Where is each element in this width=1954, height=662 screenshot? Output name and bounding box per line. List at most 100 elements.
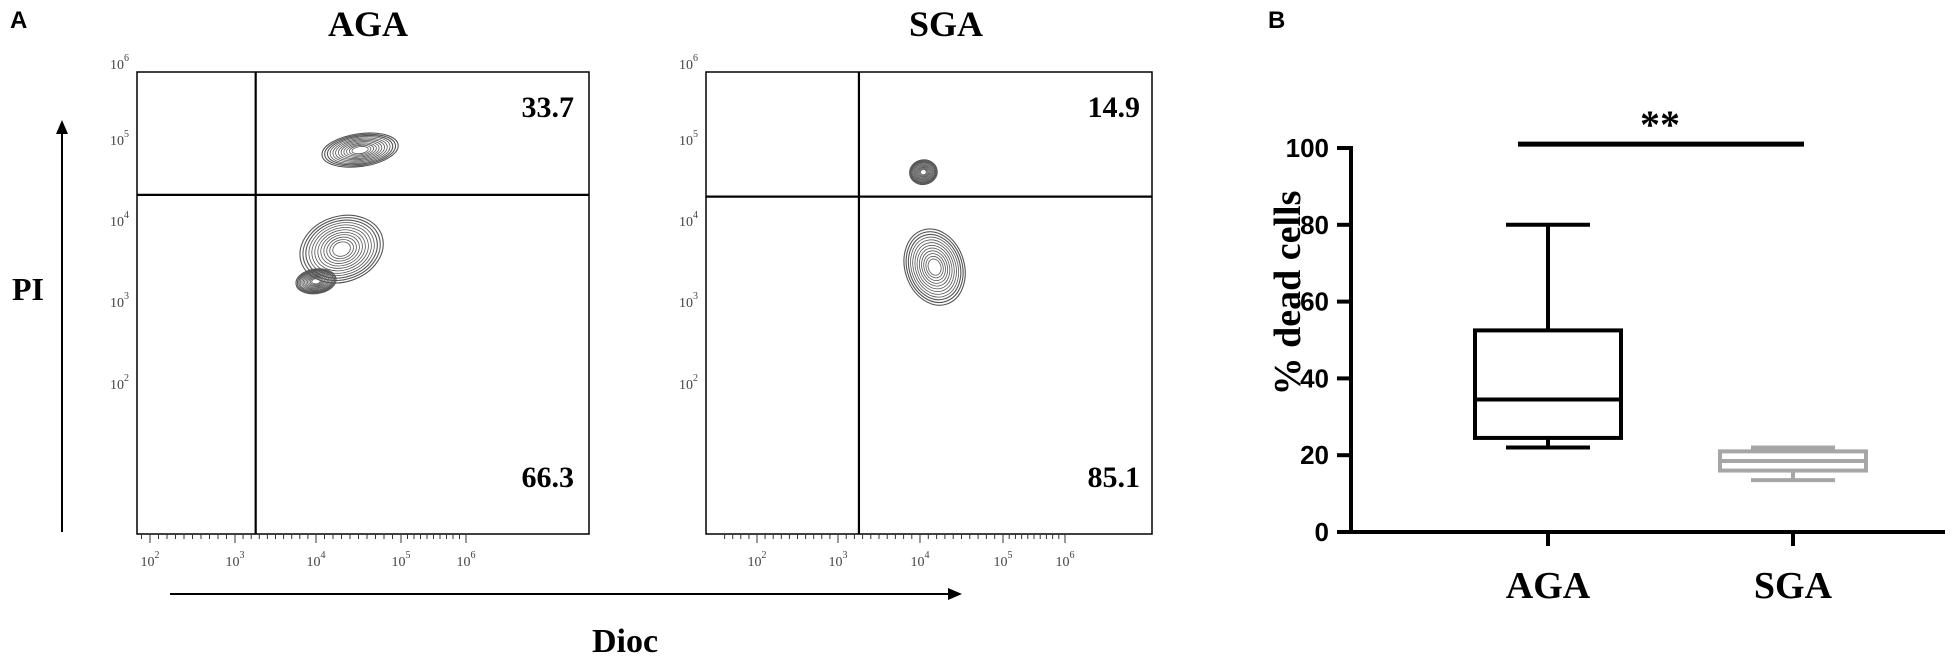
contour-ring [314,227,369,272]
contour-ring [925,255,944,279]
box-iqr [1473,328,1623,440]
contour-ring [914,242,955,292]
contour-group-aga [295,132,399,295]
contour-ring [305,219,378,279]
y-tick-label: 103 [110,291,129,311]
x-tick-label: 106 [1056,550,1075,570]
box-plot-ylabel: % dead cells [1267,191,1309,396]
y-tick-label: 105 [679,129,698,149]
y-tick-label: 104 [679,210,698,230]
flow-plot-title-aga: AGA [328,4,408,44]
box-plot-series [1473,222,1868,483]
contour-ring [905,231,964,304]
panel-label-b: B [1268,7,1285,34]
flow-plot-aga: AGA 102 103 104 105 106 102 103 104 105 106 33.7… [110,4,590,570]
box-y-tick-label: 60 [1300,287,1329,317]
y-axis-arrow [56,120,68,532]
x-tick-label: 106 [457,550,476,570]
box-y-tick-label: 0 [1315,517,1329,547]
contour-ring [923,253,946,282]
panel-label-a: A [10,7,27,34]
contour-ring [348,144,372,156]
box-plot: % dead cells 0 20 40 60 80 100 AGA SGA ** [1267,102,1945,607]
contour-ring [321,132,399,168]
quadrant-lower-right-sga: 85.1 [1088,461,1141,494]
quadrant-lower-right-aga: 66.3 [522,461,575,494]
y-tick-label: 104 [110,210,129,230]
contour-ring [911,161,936,184]
x-tick-label: 102 [748,550,767,570]
significance-label: ** [1640,102,1680,147]
y-tick-label: 105 [110,129,129,149]
x-tick-label: 103 [226,550,245,570]
x-tick-label: 104 [307,550,326,570]
x-tick-label: 105 [994,550,1013,570]
significance-annotation: ** [1518,102,1804,147]
contour-ring [326,134,394,166]
contour-ring [329,136,391,164]
contour-ring [320,231,363,267]
contour-ring [309,277,323,286]
contour-ring [913,162,934,182]
box-y-tick-label: 20 [1300,440,1329,470]
contour-ring [326,236,357,262]
contour-ring [921,250,949,284]
flow-plot-sga: SGA 102 103 104 105 106 102 103 104 105 106 14.9… [679,4,1153,570]
box-plot-x-axis: AGA SGA [1349,530,1945,607]
x-axis-label-dioc: Dioc [592,623,658,660]
contour-ring [912,239,957,295]
y-ticks-sga: 102 103 104 105 106 [679,53,698,393]
contour-ring [308,276,324,287]
contour-ring [298,270,334,293]
contour-ring [307,275,325,287]
y-tick-label: 103 [679,291,698,311]
box-y-tick-label: 80 [1300,210,1329,240]
contour-ring [910,160,937,185]
x-tick-label: 104 [911,550,930,570]
quadrant-upper-right-aga: 33.7 [522,91,575,124]
y-ticks-aga: 102 103 104 105 106 [110,53,129,393]
x-tick-label: 103 [829,550,848,570]
x-axis-arrow [170,588,962,600]
contour-ring [323,234,360,264]
y-tick-label: 106 [679,53,698,73]
contour-ring [351,146,369,155]
contour-ring [332,137,388,163]
x-tick-label: 102 [141,550,160,570]
contour-ring [317,229,366,269]
box-sga [1718,445,1868,483]
contour-ring [912,162,935,183]
contour-ring [301,271,331,291]
contour-ring [916,165,931,179]
box-plot-y-axis: 0 20 40 60 80 100 [1286,133,1353,547]
contour-ring [915,164,932,180]
contour-ring [308,222,375,277]
contour-ring [311,224,372,274]
flow-plot-frame-sga [705,71,1153,535]
contour-ring [914,163,933,181]
quadrant-gate-sga [706,72,1152,534]
x-ticks-sga: 102 103 104 105 106 [724,534,1075,570]
contour-ring [299,214,384,284]
contour-ring [296,269,336,294]
contour-ring [918,247,951,287]
contour-ring [346,143,375,157]
contour-ring [335,138,386,162]
y-tick-label: 106 [110,53,129,73]
y-tick-label: 102 [110,373,129,393]
contour-ring [907,233,962,301]
contour-ring [311,278,321,285]
x-ticks-aga: 102 103 104 105 106 [141,534,476,570]
contour-ring [919,168,928,177]
contour-ring [329,239,354,260]
box-x-tick-label: SGA [1754,565,1833,607]
box-y-tick-label: 100 [1286,133,1329,163]
contour-ring [903,228,966,306]
flow-plot-frame-aga [136,71,590,535]
contour-ring [324,133,397,167]
contour-ring [295,268,337,295]
contour-ring [927,258,942,276]
y-axis-label-pi: PI [12,271,44,307]
quadrant-upper-right-sga: 14.9 [1088,91,1141,124]
